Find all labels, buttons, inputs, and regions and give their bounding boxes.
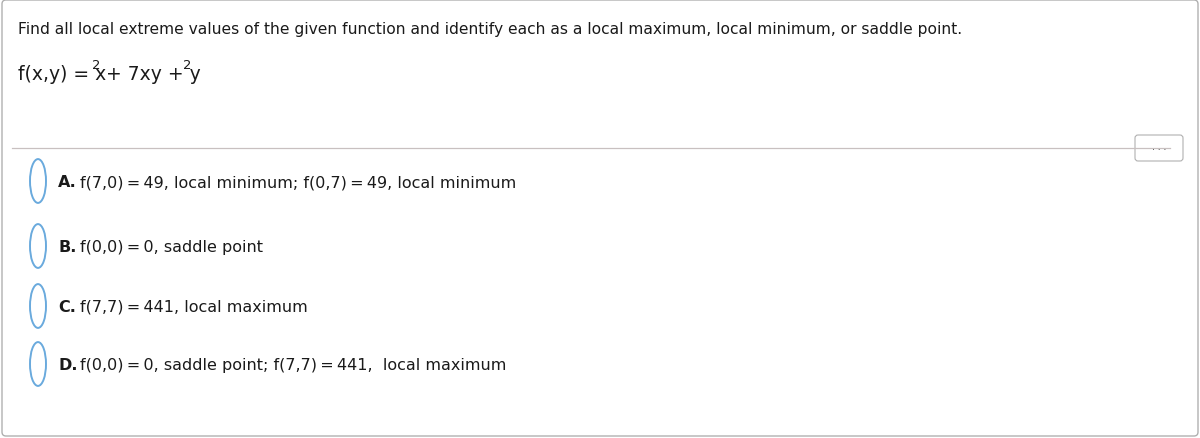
Text: f(x,y) = x: f(x,y) = x (18, 65, 107, 84)
Text: + 7xy + y: + 7xy + y (100, 65, 200, 84)
Text: f(7,0) = 49, local minimum; f(0,7) = 49, local minimum: f(7,0) = 49, local minimum; f(0,7) = 49,… (80, 175, 516, 190)
Text: B.: B. (58, 240, 77, 255)
Text: D.: D. (58, 358, 78, 373)
Text: A.: A. (58, 175, 77, 190)
Text: 2: 2 (182, 59, 192, 72)
FancyBboxPatch shape (1135, 135, 1183, 161)
Text: . . .: . . . (1152, 144, 1166, 152)
Text: f(0,0) = 0, saddle point: f(0,0) = 0, saddle point (80, 240, 263, 255)
Text: Find all local extreme values of the given function and identify each as a local: Find all local extreme values of the giv… (18, 22, 962, 37)
Text: 2: 2 (92, 59, 101, 72)
Text: f(0,0) = 0, saddle point; f(7,7) = 441,  local maximum: f(0,0) = 0, saddle point; f(7,7) = 441, … (80, 358, 506, 373)
Text: C.: C. (58, 300, 76, 315)
Text: f(7,7) = 441, local maximum: f(7,7) = 441, local maximum (80, 300, 307, 315)
